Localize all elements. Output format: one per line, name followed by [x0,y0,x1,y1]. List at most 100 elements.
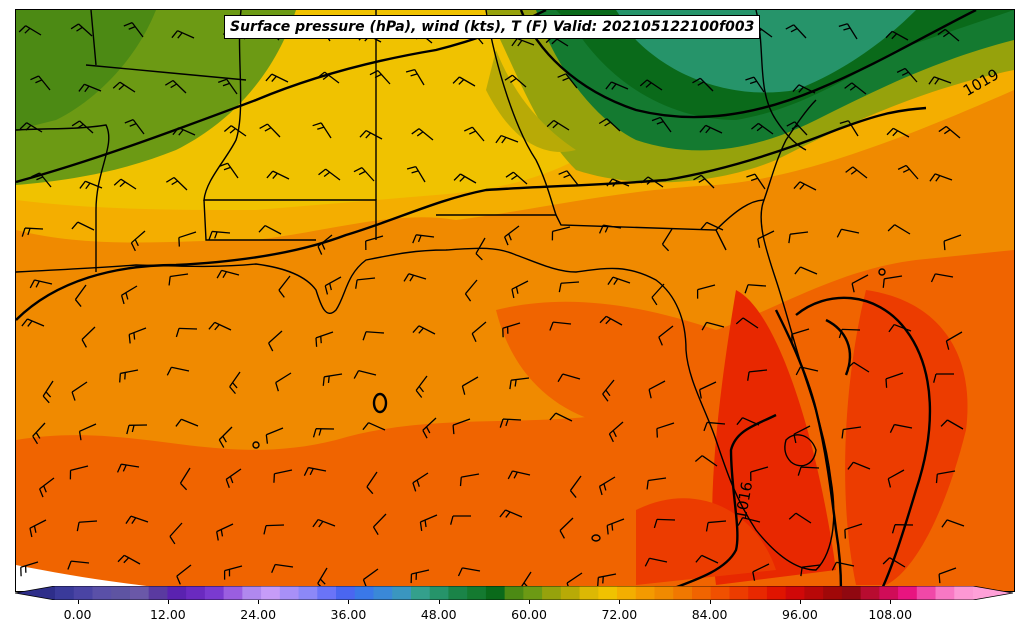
colorbar-tick-mark [348,600,350,604]
colorbar-segment [223,586,243,600]
wind-barb [452,76,476,87]
wind-barb [886,127,910,138]
wind-barb [225,468,242,489]
colorbar-segment [317,586,337,600]
wind-barb [419,514,438,532]
wind-barb [831,561,855,571]
colorbar-segment [841,586,862,600]
wind-barb [318,168,341,181]
wind-barb [116,463,140,473]
wind-barb [353,167,375,182]
wind-barb [359,129,383,140]
wind-barb [661,228,673,252]
colorbar-tick-label: 96.00 [782,607,818,622]
map-panel: 1019 1016 [15,9,1015,592]
wind-barb [800,564,821,577]
wind-barb [606,178,630,187]
wind-barb [70,23,93,37]
temperature-fill [16,10,1014,591]
colorbar-tick-label: 12.00 [149,607,186,622]
colorbar-segment [617,586,637,600]
wind-barb [208,230,231,241]
coastlines [16,10,835,571]
colorbar-segment [898,586,918,600]
wind-barb [546,119,570,131]
wind-barb [938,567,957,584]
wind-barb [362,422,386,431]
wind-barb [317,71,340,84]
wind-barb [648,380,666,399]
colorbar-segment [748,586,768,600]
wind-barb [941,519,965,528]
wind-barb [169,522,183,545]
wind-barb [847,461,871,470]
wind-barb [509,377,530,390]
wind-barb [69,465,89,480]
wind-barb [459,473,480,487]
wind-barb [937,28,960,42]
colorbar-tick-mark [258,600,260,604]
colorbar-tick-mark [890,600,892,604]
wind-barb [168,273,189,286]
wind-barb [112,81,136,93]
wind-barb [797,466,820,476]
wind-barb [412,234,435,244]
wind-barb [74,284,87,307]
wind-barb [265,427,284,444]
wind-barb [505,171,528,185]
wind-barb [29,519,47,538]
wind-barb [412,325,436,335]
wind-barb [747,369,768,381]
colorbar-segment [654,586,674,600]
wind-barb [39,477,55,498]
colorbar-segment [298,586,318,600]
wind-barb [266,170,290,180]
wind-barb [76,520,98,532]
wind-barb [259,123,281,138]
wind-barb [888,323,912,333]
wind-barb [757,230,775,248]
colorbar-segment [448,586,468,600]
colorbar-tick-label: 72.00 [601,607,638,622]
colorbar-segment [635,586,656,600]
wind-barb [653,518,676,529]
wind-barb [21,318,45,327]
wind-barb [223,125,247,137]
wind-barb [700,221,724,231]
wind-barb [362,331,385,341]
wind-barb [18,25,42,36]
wind-barb [71,120,94,134]
wind-barb [208,321,232,331]
wind-barb [735,317,759,329]
wind-barb [646,477,667,490]
wind-barb [699,124,723,134]
wind-barb [504,225,520,246]
wind-barb [125,515,149,524]
wind-barb [81,326,96,348]
colorbar-segment [373,586,393,600]
colorbar-tick-mark [77,600,79,604]
wind-barb [507,470,531,480]
wind-barb [130,230,146,252]
colorbar-tick-label: 60.00 [511,607,547,622]
wind-barb [117,554,141,565]
wind-barb [275,372,292,392]
colorbar-segment [879,586,899,600]
colorbar-segment [129,586,150,600]
wind-barb [475,237,486,261]
wind-barb [175,327,198,338]
wind-barb [412,472,429,492]
wind-barb [411,128,434,141]
wind-barb [752,563,770,581]
wind-barb [67,560,90,570]
wind-barb [788,231,809,244]
wind-barb [891,524,914,534]
wind-barb [123,22,144,38]
wind-barb [746,173,766,190]
wind-barb [656,422,675,438]
wind-barb [366,471,378,495]
wind-barb [19,122,43,133]
wind-barb [935,470,956,484]
wind-barb [217,78,238,95]
wind-barb [793,181,817,191]
